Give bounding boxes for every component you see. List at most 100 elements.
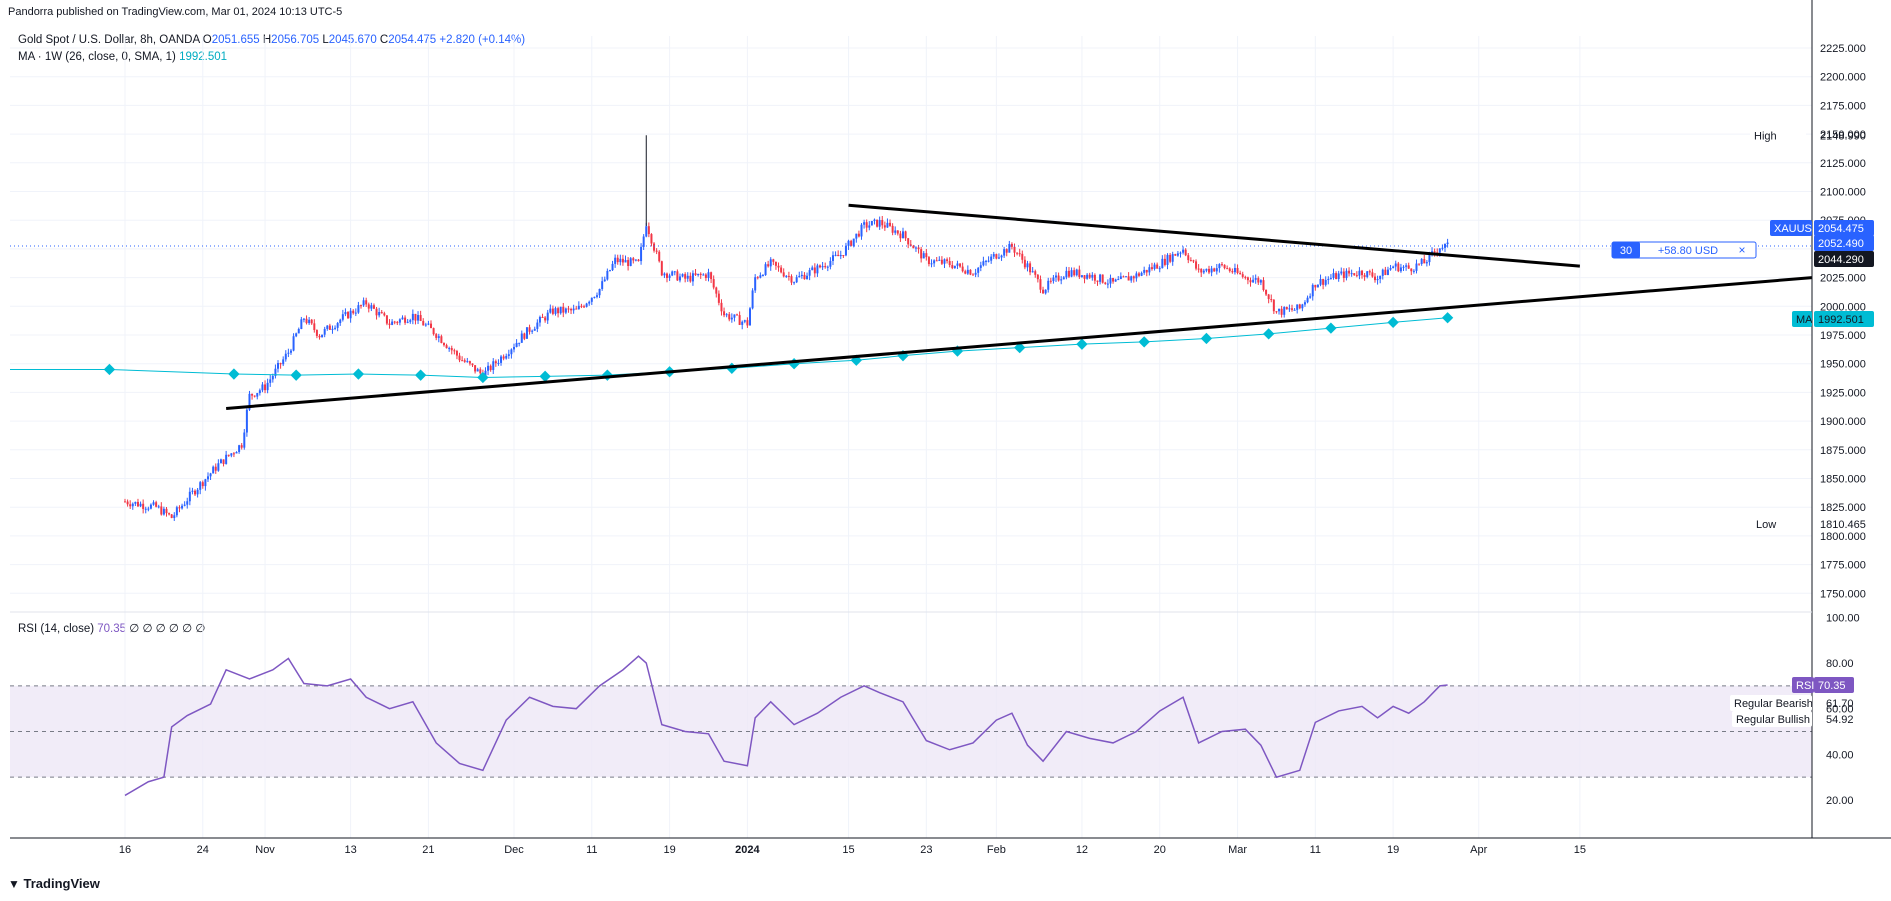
candle-body bbox=[746, 320, 749, 326]
candle-body bbox=[1174, 254, 1177, 256]
candle-body bbox=[689, 275, 692, 282]
candle-body bbox=[282, 359, 285, 365]
trendline-resistance[interactable] bbox=[848, 203, 1580, 268]
candle-body bbox=[1062, 277, 1065, 280]
candle-body bbox=[743, 320, 746, 322]
candle-body bbox=[969, 269, 972, 275]
candle-body bbox=[222, 459, 225, 464]
ma-marker[interactable] bbox=[1014, 341, 1026, 354]
candle-body bbox=[1073, 270, 1076, 276]
candle-body bbox=[577, 305, 580, 310]
ma-marker[interactable] bbox=[1387, 316, 1399, 329]
candle-body bbox=[873, 219, 876, 222]
ma-marker[interactable] bbox=[290, 369, 302, 381]
ma-marker[interactable] bbox=[788, 358, 800, 370]
candle-body bbox=[1392, 266, 1395, 269]
time-tick-label: 12 bbox=[1076, 844, 1088, 856]
ma-marker[interactable] bbox=[539, 370, 551, 382]
candle-body bbox=[126, 501, 129, 505]
candle-body bbox=[1405, 265, 1408, 267]
candle-body bbox=[1332, 273, 1335, 278]
candle-body bbox=[1112, 277, 1115, 282]
candle-body bbox=[505, 355, 508, 359]
ma-marker[interactable] bbox=[1263, 328, 1275, 340]
low-label: L bbox=[322, 34, 329, 46]
ma-marker[interactable] bbox=[1076, 338, 1088, 350]
candle-body bbox=[1161, 258, 1164, 269]
candle-body bbox=[201, 482, 204, 487]
candle-body bbox=[378, 312, 381, 316]
candle-body bbox=[870, 221, 873, 226]
candle-body bbox=[987, 260, 990, 262]
candle-body bbox=[748, 308, 751, 326]
candle-body bbox=[1184, 249, 1187, 256]
trendline-support[interactable] bbox=[226, 276, 1813, 410]
ma-marker[interactable] bbox=[1138, 336, 1150, 348]
candle-body bbox=[238, 445, 241, 452]
ma-marker[interactable] bbox=[103, 363, 116, 376]
candle-body bbox=[837, 254, 840, 257]
candle-body bbox=[632, 258, 635, 261]
candle-body bbox=[790, 276, 793, 283]
ma-marker[interactable] bbox=[1325, 322, 1337, 334]
candle-body bbox=[759, 275, 762, 278]
candle-body bbox=[554, 308, 557, 314]
candle-body bbox=[230, 453, 233, 456]
candle-body bbox=[396, 322, 399, 324]
candle-body bbox=[518, 342, 521, 344]
candle-body bbox=[1283, 307, 1286, 315]
candle-body bbox=[1314, 284, 1317, 288]
candle-body bbox=[479, 369, 482, 374]
candle-body bbox=[717, 293, 720, 303]
candle-body bbox=[1246, 277, 1249, 281]
candle-body bbox=[961, 266, 964, 272]
candle-body bbox=[819, 265, 822, 268]
candle-body bbox=[232, 453, 235, 455]
candle-body bbox=[523, 333, 526, 339]
symbol-name[interactable]: Gold Spot / U.S. Dollar, 8h, OANDA bbox=[18, 34, 200, 46]
time-tick-label: 21 bbox=[422, 844, 434, 856]
bullish-tag-bg bbox=[1732, 711, 1812, 727]
candle-body bbox=[707, 272, 710, 278]
candle-body bbox=[876, 219, 879, 227]
ma-marker[interactable] bbox=[414, 369, 427, 381]
candle-body bbox=[1337, 273, 1340, 280]
candle-body bbox=[1016, 252, 1019, 254]
candle-body bbox=[1285, 307, 1288, 310]
time-tick-label: 23 bbox=[920, 844, 932, 856]
ma-marker[interactable] bbox=[1441, 312, 1454, 324]
candle-body bbox=[785, 275, 788, 277]
ma-marker[interactable] bbox=[1200, 332, 1213, 345]
candle-body bbox=[1047, 280, 1050, 290]
ma-tag: MA bbox=[1796, 314, 1813, 326]
candle-body bbox=[435, 334, 438, 338]
footer-logo[interactable]: ▼ TradingView bbox=[8, 876, 100, 891]
candle-body bbox=[567, 308, 570, 310]
candle-body bbox=[972, 274, 975, 276]
candle-body bbox=[1324, 279, 1327, 285]
measure-diff: +58.80 USD bbox=[1658, 245, 1718, 257]
ma-label[interactable]: MA · 1W (26, close, 0, SMA, 1) bbox=[18, 51, 176, 63]
candle-body bbox=[1156, 264, 1159, 269]
candle-body bbox=[865, 222, 868, 228]
ma-marker[interactable] bbox=[228, 368, 240, 380]
rsi-label[interactable]: RSI (14, close) bbox=[18, 623, 95, 635]
ma-marker[interactable] bbox=[601, 369, 614, 381]
measure-close-icon[interactable]: × bbox=[1738, 243, 1745, 257]
candle-body bbox=[424, 324, 427, 326]
candle-body bbox=[857, 233, 860, 237]
candle-body bbox=[349, 310, 352, 319]
time-tick-label: 2024 bbox=[735, 844, 760, 856]
ma-marker[interactable] bbox=[352, 368, 365, 380]
candle-body bbox=[1379, 275, 1382, 280]
candle-body bbox=[1272, 299, 1275, 312]
low-tag-bg bbox=[1752, 515, 1806, 532]
candle-body bbox=[370, 305, 373, 309]
candle-body bbox=[979, 265, 982, 268]
candle-body bbox=[715, 287, 718, 294]
measure-tool[interactable]: 30 +58.80 USD × bbox=[1611, 241, 1757, 259]
candle-body bbox=[974, 272, 977, 275]
ma-marker[interactable] bbox=[477, 371, 489, 384]
candle-body bbox=[1441, 247, 1444, 249]
